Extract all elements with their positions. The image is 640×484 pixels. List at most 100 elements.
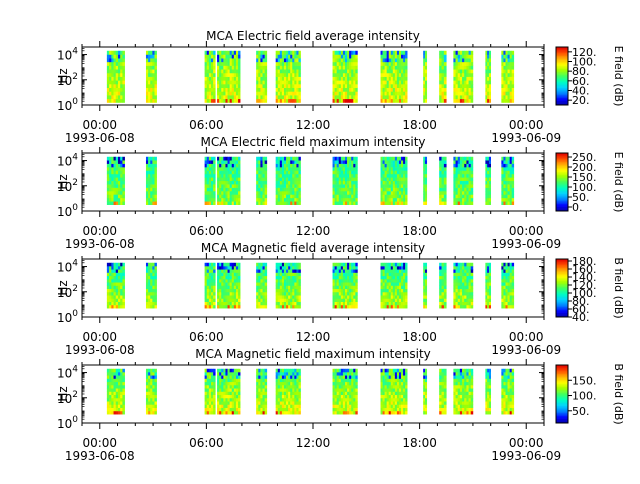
heatmap-cell <box>383 77 385 81</box>
heatmap-cell <box>397 266 399 270</box>
heatmap-cell <box>383 99 385 103</box>
heatmap-cell <box>238 302 240 306</box>
heatmap-cell <box>280 174 282 178</box>
heatmap-cell <box>238 194 240 198</box>
heatmap-cell <box>219 54 221 58</box>
heatmap-cell <box>335 99 337 103</box>
heatmap-cell <box>508 84 510 88</box>
heatmap-cell <box>489 188 491 192</box>
heatmap-cell <box>221 184 223 188</box>
heatmap-cell <box>489 80 491 84</box>
heatmap-cell <box>122 305 125 309</box>
heatmap-cell <box>120 174 123 178</box>
heatmap-cell <box>333 273 335 277</box>
heatmap-cell <box>116 298 119 302</box>
heatmap-cell <box>471 263 473 267</box>
heatmap-cell <box>219 181 221 185</box>
heatmap-cell <box>298 305 300 309</box>
heatmap-cell <box>290 289 292 293</box>
heatmap-cell <box>109 62 112 66</box>
heatmap-cell <box>217 401 219 405</box>
heatmap-cell <box>347 91 349 95</box>
heatmap-cell <box>333 276 335 280</box>
heatmap-cell <box>444 305 447 309</box>
heatmap-cell <box>333 84 335 88</box>
heatmap-cell <box>471 91 473 95</box>
heatmap-cell <box>508 164 510 168</box>
heatmap-cell <box>282 177 284 181</box>
heatmap-cell <box>221 157 223 161</box>
heatmap-cell <box>205 295 207 299</box>
heatmap-cell <box>280 279 282 283</box>
heatmap-cell <box>152 385 154 389</box>
heatmap-cell <box>282 194 284 198</box>
heatmap-cell <box>265 84 267 88</box>
heatmap-cell <box>335 66 337 70</box>
heatmap-cell <box>118 302 121 306</box>
heatmap-cell <box>260 170 262 174</box>
heatmap-cell <box>355 282 357 286</box>
heatmap-cell <box>290 181 292 185</box>
heatmap-cell <box>256 398 258 402</box>
heatmap-cell <box>116 302 119 306</box>
heatmap-cell <box>256 289 258 293</box>
heatmap-cell <box>335 188 337 192</box>
heatmap-cell <box>347 292 349 296</box>
heatmap-cell <box>339 157 341 161</box>
heatmap-cell <box>349 279 351 283</box>
heatmap-cell <box>460 285 462 289</box>
heatmap-cell <box>155 77 157 81</box>
heatmap-cell <box>355 157 357 161</box>
heatmap-cell <box>278 177 280 181</box>
heatmap-cell <box>399 276 401 280</box>
heatmap-cell <box>205 395 207 399</box>
heatmap-cell <box>217 77 219 81</box>
heatmap-cell <box>258 285 260 289</box>
heatmap-cell <box>353 170 355 174</box>
heatmap-cell <box>260 285 262 289</box>
heatmap-cell <box>219 84 221 88</box>
heatmap-cell <box>425 174 427 178</box>
heatmap-cell <box>442 160 445 164</box>
heatmap-cell <box>258 66 260 70</box>
heatmap-cell <box>383 191 385 195</box>
heatmap-cell <box>453 289 455 293</box>
heatmap-cell <box>109 369 112 373</box>
heatmap-cell <box>122 302 125 306</box>
heatmap-cell <box>345 66 347 70</box>
heatmap-cell <box>439 84 442 88</box>
heatmap-cell <box>466 88 468 92</box>
heatmap-cell <box>339 263 341 267</box>
heatmap-cell <box>387 273 389 277</box>
heatmap-cell <box>217 269 219 273</box>
heatmap-cell <box>395 95 397 99</box>
heatmap-cell <box>107 191 110 195</box>
heatmap-cell <box>276 289 278 293</box>
heatmap-cell <box>395 282 397 286</box>
heatmap-cell <box>469 95 471 99</box>
heatmap-cell <box>345 84 347 88</box>
heatmap-cell <box>230 62 232 66</box>
heatmap-cell <box>211 305 213 309</box>
heatmap-cell <box>485 157 487 161</box>
heatmap-cell <box>383 305 385 309</box>
heatmap-cell <box>258 191 260 195</box>
heatmap-cell <box>471 95 473 99</box>
heatmap-cell <box>111 266 114 270</box>
heatmap-cell <box>510 95 512 99</box>
heatmap-cell <box>107 80 110 84</box>
heatmap-cell <box>120 54 123 58</box>
heatmap-cell <box>292 160 294 164</box>
heatmap-cell <box>462 80 464 84</box>
heatmap-cell <box>453 174 455 178</box>
heatmap-cell <box>213 58 215 62</box>
heatmap-cell <box>501 282 503 286</box>
heatmap-cell <box>349 164 351 168</box>
heatmap-cell <box>333 295 335 299</box>
heatmap-cell <box>223 170 225 174</box>
heatmap-cell <box>290 164 292 168</box>
heatmap-cell <box>397 54 399 58</box>
heatmap-cell <box>278 263 280 267</box>
heatmap-cell <box>466 160 468 164</box>
heatmap-cell <box>118 51 121 55</box>
